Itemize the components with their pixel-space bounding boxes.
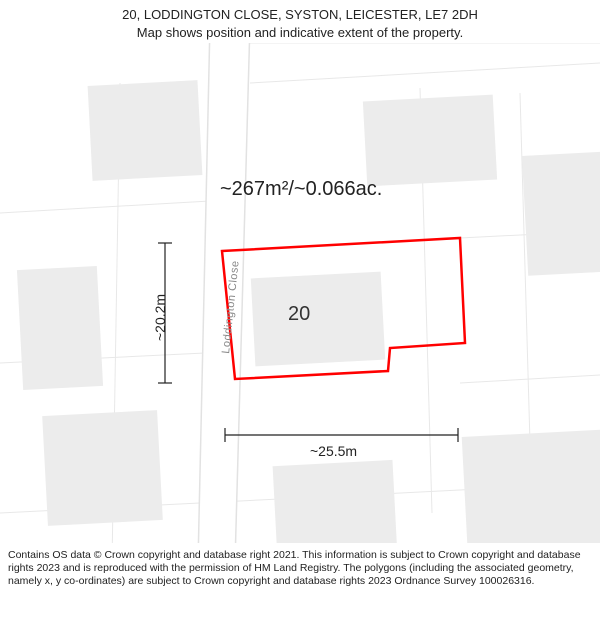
subtitle-line: Map shows position and indicative extent…	[10, 24, 590, 42]
width-dimension-label: ~25.5m	[310, 443, 357, 459]
copyright-footer: Contains OS data © Crown copyright and d…	[0, 543, 600, 594]
house-number-label: 20	[288, 303, 310, 326]
map-svg	[0, 43, 600, 543]
address-line: 20, LODDINGTON CLOSE, SYSTON, LEICESTER,…	[10, 6, 590, 24]
area-label: ~267m²/~0.066ac.	[220, 178, 382, 201]
map-area: ~267m²/~0.066ac. 20 Loddington Close ~25…	[0, 43, 600, 543]
height-dimension-label: ~20.2m	[152, 294, 168, 341]
header: 20, LODDINGTON CLOSE, SYSTON, LEICESTER,…	[0, 0, 600, 43]
